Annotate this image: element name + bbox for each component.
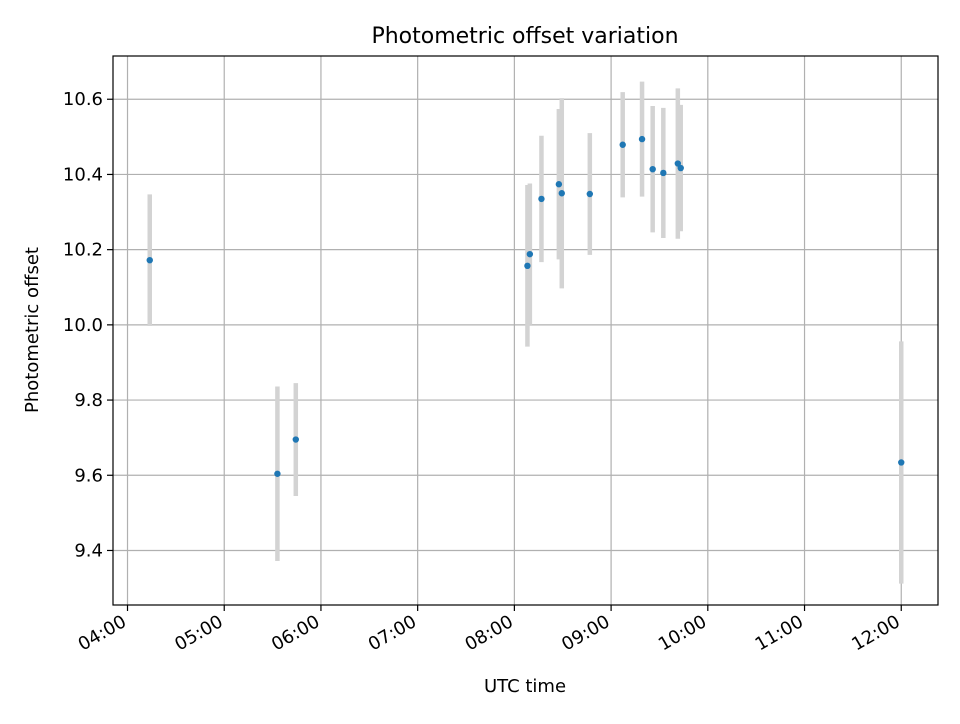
data-point <box>619 141 626 148</box>
data-point <box>558 190 565 197</box>
y-tick-label: 10.0 <box>63 315 103 336</box>
data-point <box>677 164 684 172</box>
y-tick-label: 9.4 <box>74 540 103 561</box>
data-point <box>292 436 299 443</box>
data-point <box>146 256 153 264</box>
data-point <box>586 190 594 198</box>
y-axis-ticks: 9.4 9.6 9.8 10.0 10.2 10.4 10.6 <box>63 89 113 561</box>
data-point <box>660 169 667 177</box>
data-point <box>555 181 563 188</box>
plot-area-frame <box>112 55 939 606</box>
data-point <box>538 195 545 203</box>
y-tick-label: 9.6 <box>74 465 103 486</box>
data-point <box>526 250 534 258</box>
y-tick-label: 10.6 <box>63 89 103 110</box>
data-point <box>638 135 646 143</box>
x-axis-label: UTC time <box>484 676 566 697</box>
data-point <box>274 470 281 477</box>
data-point <box>898 459 905 466</box>
chart-title: Photometric offset variation <box>371 24 678 49</box>
y-tick-label: 9.8 <box>74 390 103 411</box>
data-point <box>649 165 656 173</box>
y-axis-label: Photometric offset <box>22 247 43 413</box>
y-tick-label: 10.2 <box>63 240 103 261</box>
point-series <box>146 135 905 477</box>
data-point <box>524 262 531 270</box>
y-tick-label: 10.4 <box>63 164 103 185</box>
